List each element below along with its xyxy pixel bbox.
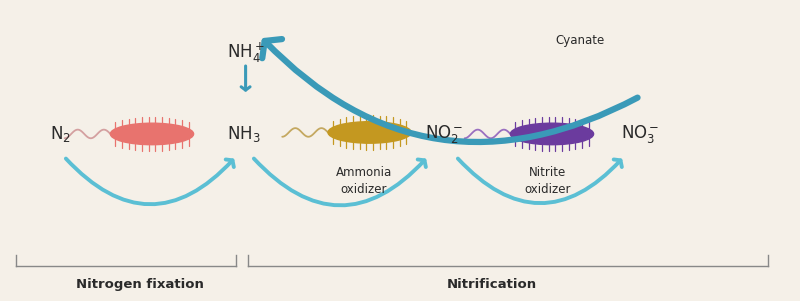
Ellipse shape <box>110 123 194 145</box>
Text: Ammonia
oxidizer: Ammonia oxidizer <box>336 166 392 196</box>
Text: Nitrification: Nitrification <box>447 278 537 291</box>
Text: $\mathregular{N_2}$: $\mathregular{N_2}$ <box>50 124 70 144</box>
FancyArrowPatch shape <box>262 39 638 142</box>
FancyArrowPatch shape <box>66 159 234 204</box>
Text: $\mathregular{NO_2^-}$: $\mathregular{NO_2^-}$ <box>425 123 463 145</box>
Text: $\mathregular{NH_3}$: $\mathregular{NH_3}$ <box>227 124 261 144</box>
Text: $\mathregular{NH_4^+}$: $\mathregular{NH_4^+}$ <box>226 41 265 65</box>
Ellipse shape <box>328 122 411 143</box>
Text: $\mathregular{NO_3^-}$: $\mathregular{NO_3^-}$ <box>621 123 659 145</box>
Text: Cyanate: Cyanate <box>555 34 605 47</box>
FancyArrowPatch shape <box>254 159 426 205</box>
FancyArrowPatch shape <box>458 159 622 203</box>
Ellipse shape <box>510 123 594 145</box>
Text: Nitrite
oxidizer: Nitrite oxidizer <box>525 166 571 196</box>
Text: Nitrogen fixation: Nitrogen fixation <box>76 278 204 291</box>
